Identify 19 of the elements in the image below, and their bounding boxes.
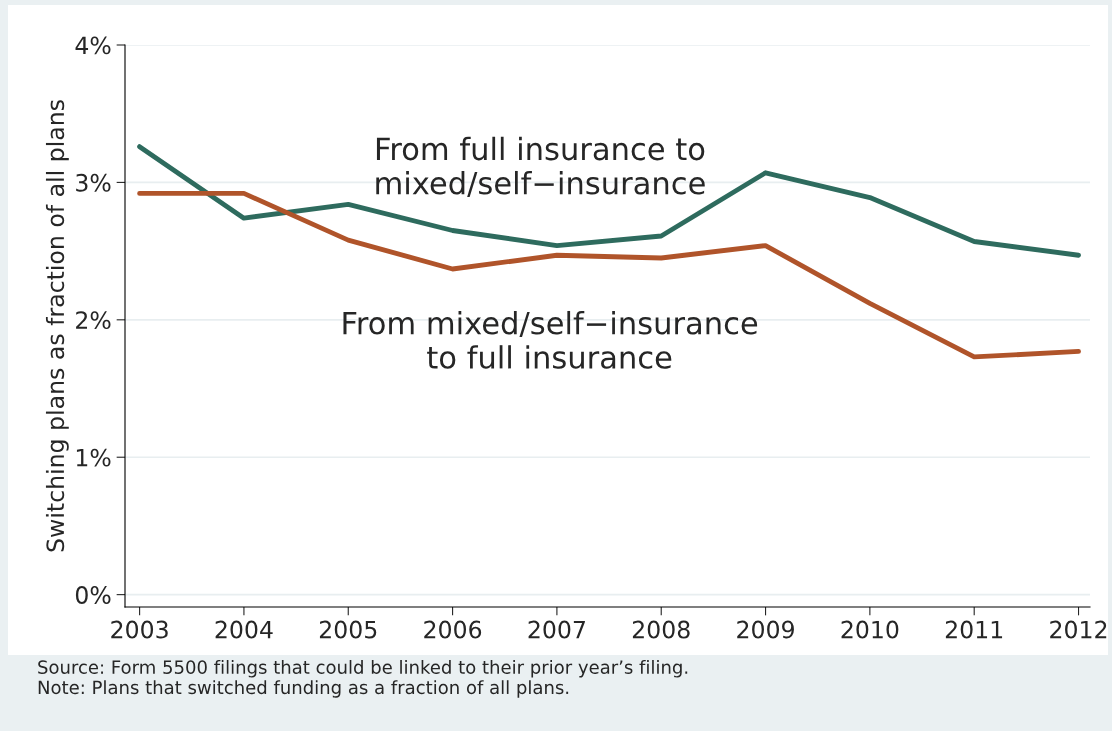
y-tick-label: 3% — [76, 173, 111, 192]
y-tick-label: 1% — [76, 448, 111, 467]
x-tick-label: 2009 — [737, 620, 794, 639]
x-tick-label: 2005 — [319, 620, 377, 639]
source-note: Source: Form 5500 filings that could be linked to their prior year’s filing. Note: Plans that switched funding as a fraction of all plans. — [38, 660, 688, 698]
y-tick-label: 4% — [75, 36, 111, 55]
x-tick-label: 2006 — [424, 620, 482, 639]
x-tick-label: 2012 — [1050, 620, 1107, 639]
y-tick-label: 0% — [75, 586, 111, 604]
text: From mixed/self−insurance to full insurance — [343, 310, 758, 369]
y-tick-label: 2% — [76, 311, 111, 330]
x-tick-label: 2004 — [215, 620, 273, 639]
x-tick-label: 2007 — [528, 620, 585, 639]
y-axis-title: Switching plans as fraction of all plans — [45, 100, 69, 552]
x-tick-label: 2003 — [111, 620, 168, 639]
x-tick-label: 2008 — [632, 620, 690, 639]
x-tick-label: 2010 — [841, 620, 899, 639]
x-tick-label: 2011 — [945, 620, 1003, 639]
series-label: From full insurance to mixed/self−insurance — [376, 136, 705, 198]
